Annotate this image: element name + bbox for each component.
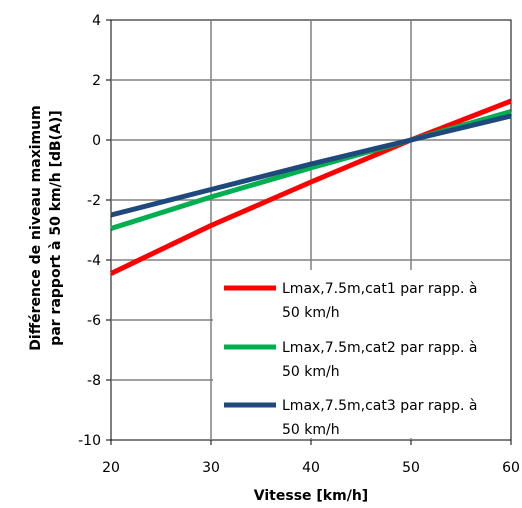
- y-tick-label: -8: [87, 373, 101, 389]
- x-tick-label: 50: [402, 460, 420, 476]
- legend-label-3: Lmax,7.5m,cat3 par rapp. à: [282, 398, 478, 414]
- y-tick-label: -6: [87, 313, 101, 329]
- y-tick-label: -2: [87, 193, 101, 209]
- y-tick-label: 4: [92, 13, 101, 29]
- y-tick-label: 0: [92, 133, 101, 149]
- x-tick-label: 30: [202, 460, 220, 476]
- series-line-1: [109, 98, 512, 276]
- y-tick-label: -10: [78, 433, 101, 449]
- legend-label-2: 50 km/h: [282, 364, 340, 380]
- y-tick-label: 2: [92, 73, 101, 89]
- x-axis-title: Vitesse [km/h]: [254, 488, 368, 504]
- legend-label-1: Lmax,7.5m,cat1 par rapp. à: [282, 281, 478, 297]
- legend-box: [213, 270, 510, 438]
- y-axis-title-line2: par rapport à 50 km/h [dB(A)]: [48, 110, 64, 345]
- legend-label-2: Lmax,7.5m,cat2 par rapp. à: [282, 340, 478, 356]
- x-tick-label: 20: [102, 460, 120, 476]
- series-line-3: [110, 113, 512, 218]
- y-axis-tick-labels: 4 2 0 -2 -4 -6 -8 -10: [78, 13, 101, 449]
- y-axis-title-line1: Différence de niveau maximum: [28, 105, 44, 350]
- legend-label-3: 50 km/h: [282, 422, 340, 438]
- x-tick-label: 40: [302, 460, 320, 476]
- series-lines: [109, 98, 512, 276]
- y-tick-label: -4: [87, 253, 101, 269]
- legend-label-1: 50 km/h: [282, 305, 340, 321]
- legend: Lmax,7.5m,cat1 par rapp. à 50 km/h Lmax,7.…: [213, 270, 510, 438]
- x-tick-label: 60: [502, 460, 520, 476]
- x-axis-tick-labels: 20 30 40 50 60: [102, 460, 520, 476]
